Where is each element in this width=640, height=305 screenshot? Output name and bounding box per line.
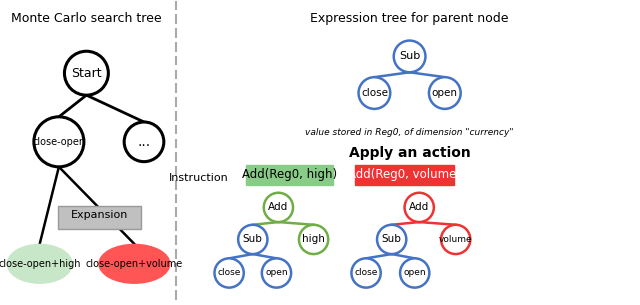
Text: Add(Reg0, volume): Add(Reg0, volume) — [348, 168, 461, 181]
Text: Apply an action: Apply an action — [349, 145, 470, 160]
Text: close-open: close-open — [32, 137, 86, 147]
Text: Sub: Sub — [381, 235, 402, 244]
Ellipse shape — [264, 193, 293, 222]
Text: Expression tree for parent node: Expression tree for parent node — [310, 12, 509, 25]
Text: Sub: Sub — [399, 52, 420, 61]
Text: close-open+volume: close-open+volume — [86, 259, 183, 269]
Text: close-open+high: close-open+high — [0, 259, 81, 269]
Ellipse shape — [441, 225, 470, 254]
Ellipse shape — [351, 258, 381, 288]
Text: open: open — [265, 268, 288, 278]
Text: Monte Carlo search tree: Monte Carlo search tree — [11, 12, 162, 25]
Ellipse shape — [358, 77, 390, 109]
Ellipse shape — [394, 41, 426, 72]
Text: Start: Start — [71, 67, 102, 80]
Text: close: close — [361, 88, 388, 98]
Ellipse shape — [8, 245, 72, 283]
Ellipse shape — [238, 225, 268, 254]
Text: close: close — [218, 268, 241, 278]
Ellipse shape — [124, 122, 164, 162]
Ellipse shape — [377, 225, 406, 254]
Text: value stored in Reg0, of dimension "currency": value stored in Reg0, of dimension "curr… — [305, 128, 514, 137]
FancyBboxPatch shape — [58, 206, 141, 229]
Text: Add: Add — [268, 203, 289, 212]
Ellipse shape — [299, 225, 328, 254]
Ellipse shape — [400, 258, 429, 288]
Text: Add: Add — [409, 203, 429, 212]
Ellipse shape — [65, 51, 108, 95]
Ellipse shape — [34, 117, 84, 167]
FancyBboxPatch shape — [246, 165, 333, 185]
Text: Sub: Sub — [243, 235, 263, 244]
Text: Add(Reg0, high): Add(Reg0, high) — [242, 168, 337, 181]
Text: close: close — [355, 268, 378, 278]
Text: Instruction: Instruction — [168, 174, 228, 183]
Text: Expansion: Expansion — [70, 210, 128, 220]
Text: volume: volume — [439, 235, 472, 244]
Text: ...: ... — [138, 135, 150, 149]
Ellipse shape — [99, 245, 170, 283]
FancyBboxPatch shape — [355, 165, 454, 185]
Text: high: high — [302, 235, 325, 244]
Ellipse shape — [404, 193, 434, 222]
Text: open: open — [432, 88, 458, 98]
Text: open: open — [403, 268, 426, 278]
Ellipse shape — [262, 258, 291, 288]
Ellipse shape — [214, 258, 244, 288]
Ellipse shape — [429, 77, 461, 109]
